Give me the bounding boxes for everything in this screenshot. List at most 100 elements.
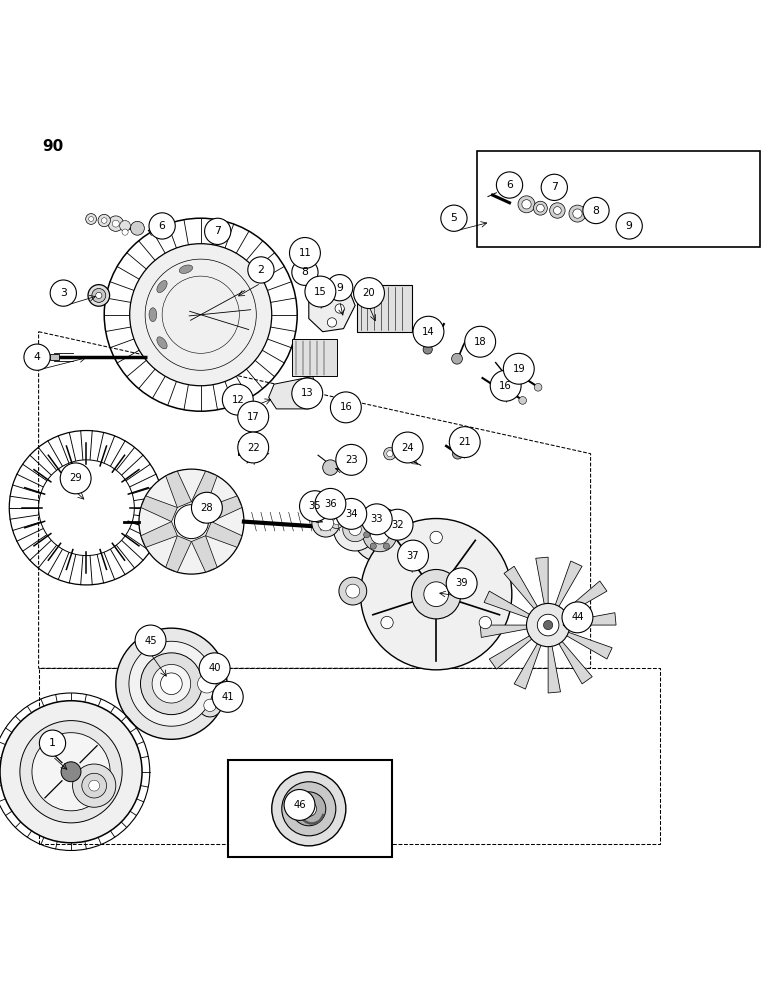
Circle shape bbox=[301, 801, 317, 817]
Circle shape bbox=[354, 278, 384, 309]
Text: 13: 13 bbox=[301, 388, 313, 398]
Circle shape bbox=[116, 628, 227, 739]
Circle shape bbox=[339, 577, 367, 605]
Circle shape bbox=[392, 432, 423, 463]
Text: 8: 8 bbox=[302, 267, 308, 277]
Circle shape bbox=[496, 172, 523, 198]
Circle shape bbox=[573, 209, 582, 218]
Circle shape bbox=[248, 257, 274, 283]
Circle shape bbox=[0, 701, 142, 843]
Circle shape bbox=[305, 276, 336, 307]
Polygon shape bbox=[514, 642, 542, 689]
Text: 36: 36 bbox=[324, 499, 337, 509]
Circle shape bbox=[479, 616, 492, 629]
Text: 34: 34 bbox=[345, 509, 357, 519]
Circle shape bbox=[413, 316, 444, 347]
Circle shape bbox=[212, 681, 243, 712]
Text: 14: 14 bbox=[422, 327, 435, 337]
Polygon shape bbox=[480, 625, 529, 637]
Polygon shape bbox=[309, 282, 355, 332]
Circle shape bbox=[61, 762, 81, 782]
Circle shape bbox=[20, 721, 122, 823]
Ellipse shape bbox=[88, 285, 110, 306]
Circle shape bbox=[424, 582, 449, 607]
Polygon shape bbox=[536, 557, 548, 606]
Text: 8: 8 bbox=[593, 206, 599, 216]
Circle shape bbox=[343, 517, 367, 542]
Bar bbox=[228, 760, 392, 857]
Bar bbox=[292, 339, 337, 376]
Circle shape bbox=[129, 641, 214, 726]
Circle shape bbox=[383, 543, 389, 549]
Ellipse shape bbox=[96, 292, 102, 299]
Polygon shape bbox=[557, 640, 592, 684]
Circle shape bbox=[300, 491, 330, 522]
Polygon shape bbox=[565, 632, 612, 659]
Text: 17: 17 bbox=[247, 412, 259, 422]
Circle shape bbox=[554, 207, 561, 214]
Circle shape bbox=[452, 448, 463, 459]
Polygon shape bbox=[567, 613, 616, 625]
Circle shape bbox=[519, 397, 527, 404]
Circle shape bbox=[315, 488, 346, 519]
Polygon shape bbox=[504, 566, 538, 610]
Text: 45: 45 bbox=[144, 636, 157, 646]
Text: 33: 33 bbox=[371, 514, 383, 524]
Circle shape bbox=[292, 792, 326, 826]
Text: 32: 32 bbox=[391, 520, 404, 530]
Circle shape bbox=[398, 540, 428, 571]
Circle shape bbox=[349, 523, 361, 536]
Text: 24: 24 bbox=[401, 443, 414, 453]
Polygon shape bbox=[489, 635, 533, 669]
Circle shape bbox=[361, 504, 392, 535]
Circle shape bbox=[335, 304, 344, 313]
Circle shape bbox=[50, 280, 76, 306]
Circle shape bbox=[39, 460, 134, 556]
Polygon shape bbox=[269, 376, 320, 409]
Polygon shape bbox=[141, 522, 178, 547]
Text: 37: 37 bbox=[407, 551, 419, 561]
Circle shape bbox=[204, 699, 216, 712]
Polygon shape bbox=[484, 591, 531, 619]
Text: 35: 35 bbox=[309, 501, 321, 511]
Text: 40: 40 bbox=[208, 663, 221, 673]
Circle shape bbox=[449, 427, 480, 458]
Circle shape bbox=[430, 531, 442, 544]
Circle shape bbox=[191, 492, 222, 523]
Circle shape bbox=[149, 213, 175, 239]
Circle shape bbox=[222, 384, 253, 415]
Circle shape bbox=[346, 584, 360, 598]
Circle shape bbox=[441, 205, 467, 231]
Circle shape bbox=[506, 374, 515, 383]
Circle shape bbox=[113, 220, 119, 227]
Circle shape bbox=[334, 519, 340, 525]
Circle shape bbox=[199, 653, 230, 684]
Polygon shape bbox=[205, 522, 242, 547]
Polygon shape bbox=[563, 581, 607, 615]
Polygon shape bbox=[548, 644, 560, 693]
Circle shape bbox=[537, 614, 559, 636]
Ellipse shape bbox=[149, 308, 157, 322]
Circle shape bbox=[562, 602, 593, 633]
Circle shape bbox=[323, 460, 338, 475]
Bar bbox=[477, 151, 760, 247]
Text: 9: 9 bbox=[626, 221, 632, 231]
Circle shape bbox=[336, 444, 367, 475]
Circle shape bbox=[98, 214, 110, 227]
Text: 2: 2 bbox=[258, 265, 264, 275]
Text: 4: 4 bbox=[34, 352, 40, 362]
Circle shape bbox=[320, 295, 329, 304]
Circle shape bbox=[522, 200, 531, 209]
Circle shape bbox=[152, 664, 191, 703]
Ellipse shape bbox=[157, 337, 168, 349]
Polygon shape bbox=[191, 471, 217, 508]
Text: 29: 29 bbox=[69, 473, 82, 483]
Circle shape bbox=[89, 217, 93, 221]
Circle shape bbox=[452, 353, 462, 364]
Text: 23: 23 bbox=[345, 455, 357, 465]
Circle shape bbox=[39, 730, 66, 756]
Circle shape bbox=[533, 201, 547, 215]
Text: 90: 90 bbox=[42, 139, 64, 154]
Circle shape bbox=[381, 616, 393, 629]
Circle shape bbox=[330, 515, 344, 529]
